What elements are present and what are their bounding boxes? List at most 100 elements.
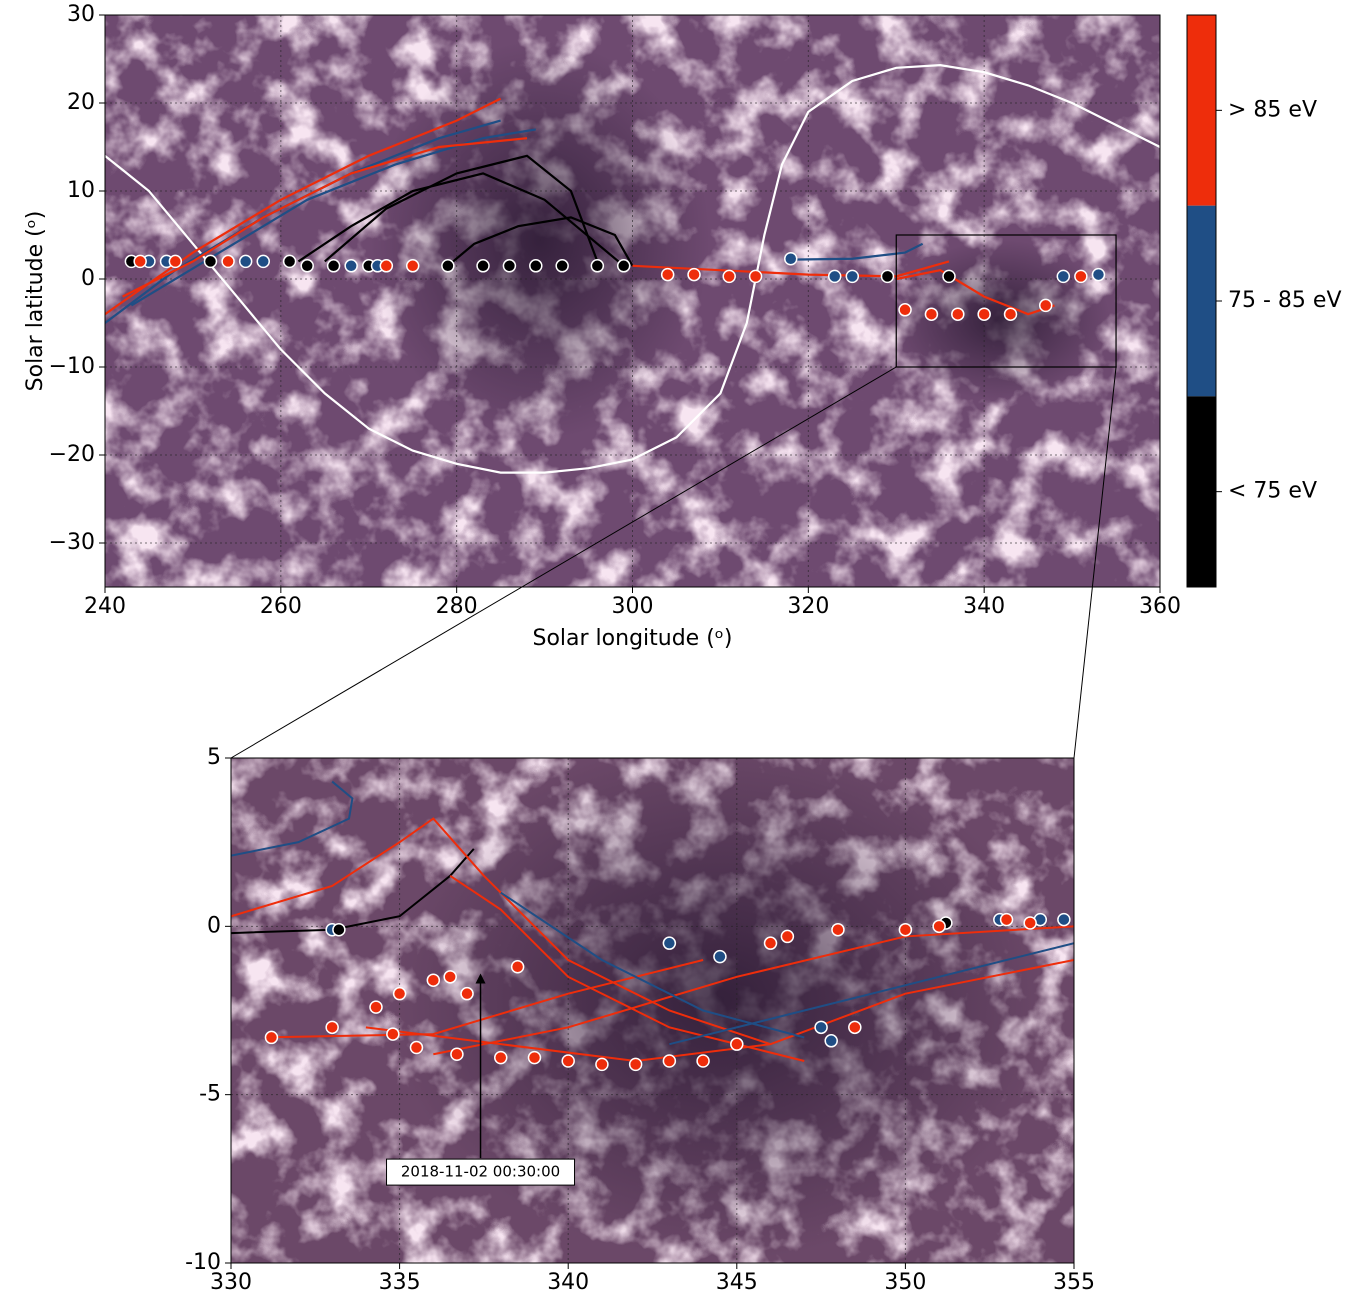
footpoint bbox=[748, 269, 763, 284]
y-tick-label: −30 bbox=[49, 530, 95, 555]
footpoint bbox=[898, 303, 912, 317]
field-line bbox=[297, 172, 625, 267]
footpoint bbox=[845, 269, 860, 284]
footpoint bbox=[441, 259, 455, 273]
footpoint bbox=[133, 254, 147, 269]
field-line bbox=[433, 925, 1074, 1056]
field-line bbox=[447, 216, 634, 267]
footpoint bbox=[555, 259, 569, 273]
x-tick-label: 345 bbox=[716, 1270, 758, 1295]
footpoint bbox=[713, 949, 727, 964]
footpoint bbox=[203, 254, 218, 269]
footpoint bbox=[628, 1057, 643, 1072]
footpoint bbox=[386, 1027, 400, 1041]
x-tick-label: 355 bbox=[1053, 1270, 1095, 1295]
x-tick-label: 260 bbox=[260, 594, 302, 619]
zoom-connector bbox=[230, 366, 897, 759]
footpoint bbox=[687, 267, 701, 282]
footpoint bbox=[494, 1050, 508, 1065]
colorbar-segment bbox=[1187, 396, 1216, 587]
footpoint bbox=[405, 259, 420, 273]
x-tick-label: 340 bbox=[963, 594, 1005, 619]
field-line bbox=[105, 64, 1160, 474]
footpoint bbox=[168, 254, 183, 269]
field-line bbox=[669, 942, 1074, 1046]
x-tick-label: 330 bbox=[210, 1270, 252, 1295]
footpoint bbox=[300, 259, 314, 273]
plot-frame bbox=[230, 757, 1075, 1264]
footpoint bbox=[392, 986, 407, 1001]
y-tick-label: −20 bbox=[49, 442, 95, 467]
x-tick-label: 350 bbox=[884, 1270, 926, 1295]
footpoint bbox=[730, 1037, 744, 1051]
x-axis-label: Solar longitude (ᵒ) bbox=[533, 626, 733, 651]
field-line bbox=[449, 875, 805, 1062]
footpoint bbox=[662, 1054, 677, 1068]
footpoint bbox=[924, 307, 939, 321]
footpoint bbox=[1057, 912, 1071, 927]
x-tick-label: 320 bbox=[787, 594, 829, 619]
zoom-connector bbox=[1073, 366, 1117, 759]
footpoint bbox=[256, 254, 270, 269]
footpoint bbox=[898, 922, 913, 937]
footpoint bbox=[1091, 267, 1106, 282]
y-tick-label: 20 bbox=[67, 90, 95, 115]
x-tick-label: 360 bbox=[1139, 594, 1181, 619]
footpoint bbox=[942, 269, 956, 284]
footpoint bbox=[264, 1030, 279, 1045]
footpoint bbox=[660, 267, 675, 282]
footpoint bbox=[880, 269, 895, 284]
footpoint bbox=[763, 936, 778, 950]
footpoint bbox=[529, 259, 543, 273]
footpoint bbox=[221, 254, 235, 269]
footpoint bbox=[590, 259, 605, 273]
footpoint bbox=[696, 1054, 710, 1068]
footpoint bbox=[848, 1020, 862, 1035]
annotation-box bbox=[386, 1158, 576, 1186]
x-tick-label: 340 bbox=[547, 1270, 589, 1295]
footpoint bbox=[426, 973, 441, 987]
field-line bbox=[896, 269, 1055, 316]
footpoint bbox=[1056, 269, 1071, 284]
y-tick-label: 0 bbox=[207, 913, 221, 938]
x-tick-label: 280 bbox=[436, 594, 478, 619]
footpoint bbox=[824, 1034, 838, 1048]
y-axis-label: Solar latitude (ᵒ) bbox=[23, 211, 48, 392]
footpoint bbox=[977, 307, 991, 321]
y-tick-label: 5 bbox=[207, 745, 221, 770]
footpoint bbox=[561, 1054, 575, 1068]
footpoint bbox=[460, 986, 474, 1001]
annotation-text: 2018-11-02 00:30:00 bbox=[401, 1163, 560, 1181]
footpoint bbox=[409, 1040, 424, 1055]
footpoint bbox=[999, 912, 1014, 927]
footpoint bbox=[238, 254, 253, 269]
footpoint bbox=[325, 1020, 339, 1035]
field-line bbox=[122, 137, 528, 298]
footpoint bbox=[932, 919, 946, 934]
field-line bbox=[231, 848, 475, 935]
arrow-head bbox=[475, 973, 486, 984]
y-tick-label: 10 bbox=[67, 178, 95, 203]
footpoint bbox=[443, 970, 457, 984]
x-tick-label: 335 bbox=[379, 1270, 421, 1295]
colorbar-label: > 85 eV bbox=[1228, 97, 1317, 122]
colorbar-label: 75 - 85 eV bbox=[1228, 288, 1342, 313]
footpoint bbox=[1003, 307, 1018, 321]
footpoint bbox=[510, 959, 525, 974]
footpoint bbox=[1074, 269, 1088, 284]
colorbar-frame bbox=[1186, 14, 1217, 588]
footpoint bbox=[527, 1050, 542, 1065]
y-tick-label: -5 bbox=[199, 1082, 221, 1107]
footpoint bbox=[1038, 298, 1053, 313]
footpoint bbox=[722, 269, 736, 284]
x-tick-label: 240 bbox=[84, 594, 126, 619]
x-tick-label: 300 bbox=[612, 594, 654, 619]
footpoint bbox=[780, 929, 795, 944]
footpoint bbox=[502, 259, 517, 273]
footpoint bbox=[827, 269, 842, 284]
colorbar-segment bbox=[1187, 205, 1216, 397]
field-line bbox=[324, 154, 599, 263]
footpoint bbox=[814, 1020, 828, 1035]
footpoint bbox=[332, 922, 346, 937]
